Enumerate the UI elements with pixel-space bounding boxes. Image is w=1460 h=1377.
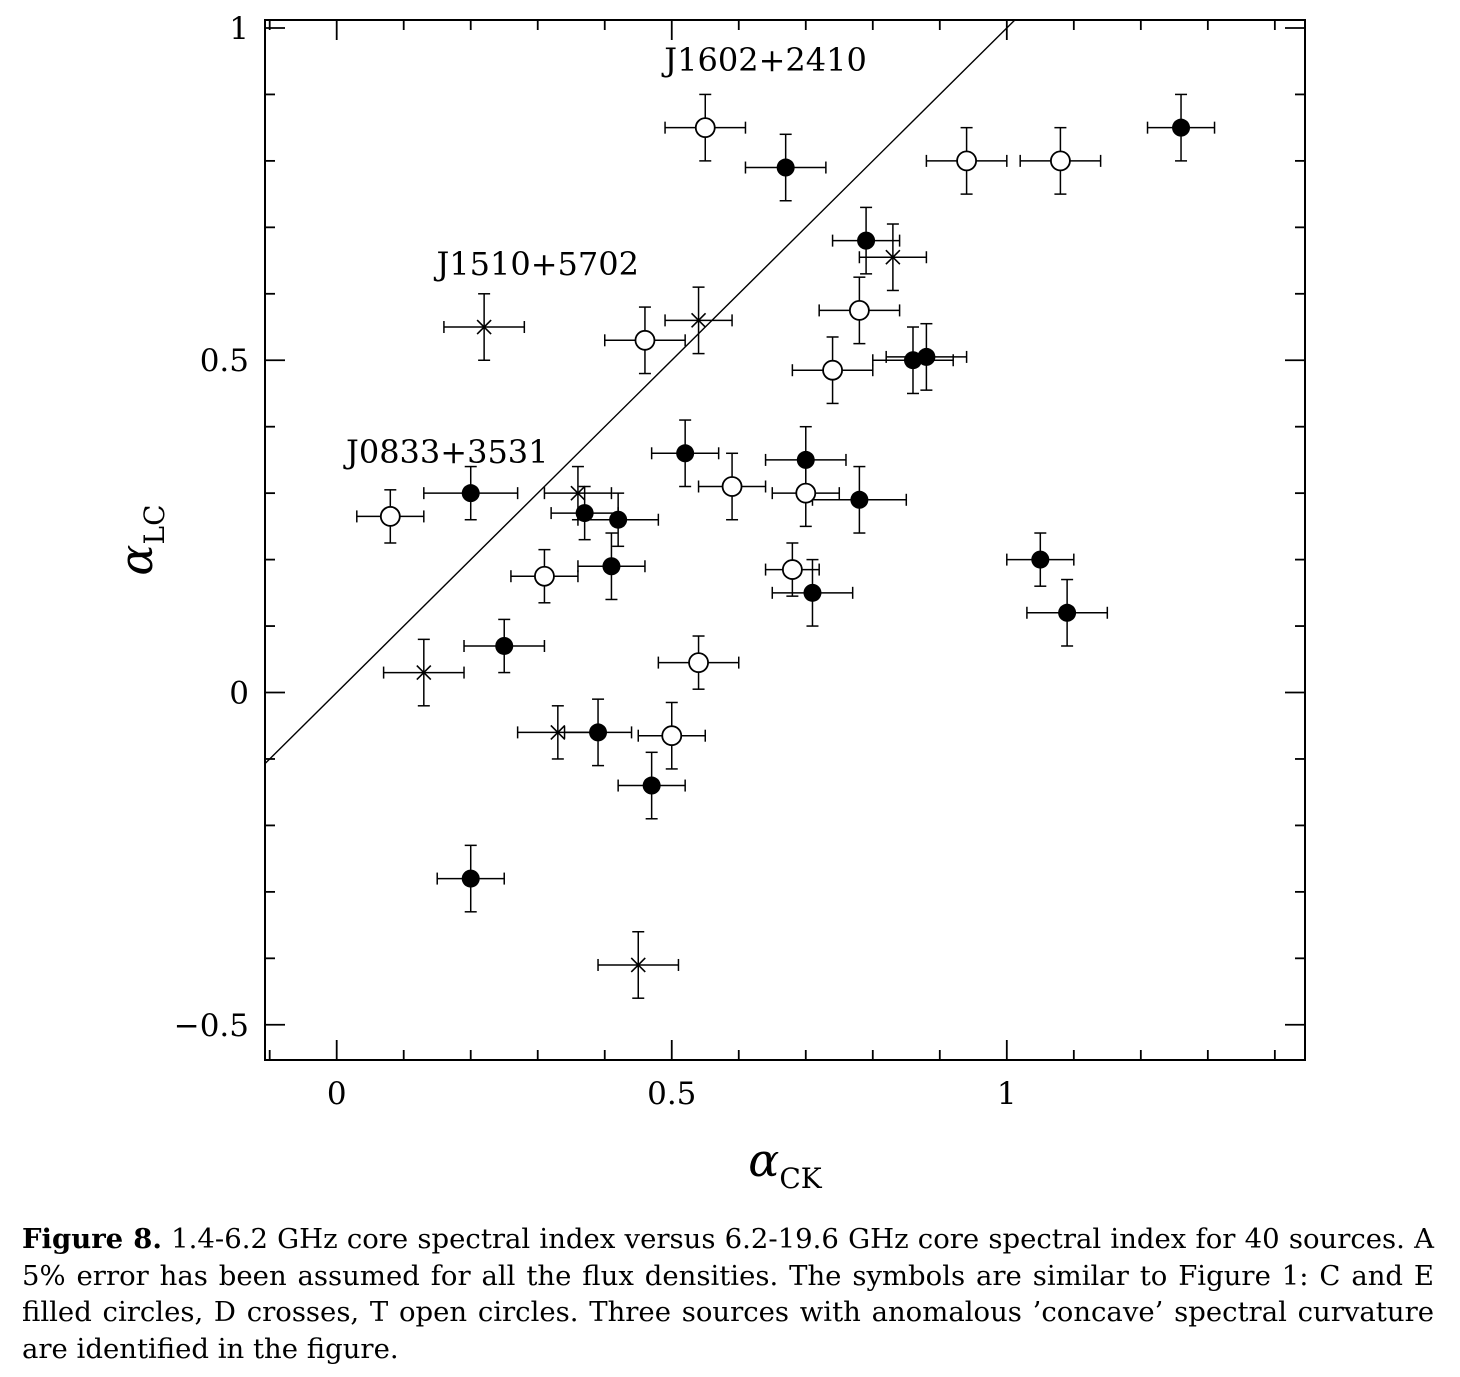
open-circle-marker — [795, 482, 817, 504]
identity-line — [264, 19, 1016, 765]
open-circle-marker — [822, 359, 843, 381]
data-point — [771, 459, 841, 528]
tick-labels: 0 0.5 1 1 0.5 0 −0.5 — [174, 11, 1017, 1112]
data-point — [664, 286, 733, 355]
open-circle-marker — [688, 652, 709, 674]
cross-marker — [570, 485, 586, 501]
open-circle-marker — [848, 300, 870, 321]
data-point — [510, 548, 579, 604]
figure-caption-label: Figure 8. — [22, 1223, 162, 1255]
open-circle-marker — [694, 117, 716, 139]
data-point — [791, 336, 874, 405]
y-tick-label: 0.5 — [200, 343, 249, 379]
y-tick-label: −0.5 — [174, 1008, 249, 1044]
axis-ticks — [265, 20, 1305, 1060]
data-point — [516, 705, 599, 760]
data-point — [1146, 93, 1216, 162]
data-point — [771, 558, 854, 627]
filled-circle-marker — [857, 231, 876, 250]
figure-caption-text: 1.4-6.2 GHz core spectral index versus 6… — [22, 1223, 1434, 1365]
data-point — [818, 276, 901, 345]
open-circle-marker — [634, 329, 656, 351]
data-point — [885, 322, 968, 391]
x-tick-label: 0 — [327, 1076, 347, 1112]
filled-circle-marker — [461, 484, 480, 503]
data-point — [872, 326, 954, 395]
data-point — [650, 419, 720, 488]
plot-frame — [264, 19, 1306, 1061]
annotation-J0833+3531: J0833+3531 — [343, 433, 549, 471]
annotation-J1602+2410: J1602+2410 — [661, 41, 867, 79]
data-point — [603, 306, 686, 375]
data-point — [597, 930, 680, 999]
data-point — [697, 452, 767, 521]
x-tick-label: 0.5 — [647, 1076, 696, 1112]
filled-circle-marker — [1172, 118, 1191, 137]
filled-circle-marker — [676, 444, 695, 463]
filled-circle-marker — [609, 510, 628, 529]
filled-circle-marker — [461, 869, 480, 888]
data-point — [764, 542, 820, 597]
data-point — [1006, 532, 1075, 587]
filled-circle-marker — [917, 347, 936, 366]
open-circle-marker — [1050, 150, 1071, 172]
data-point — [1026, 578, 1109, 647]
data-point — [858, 223, 928, 292]
open-circle-marker — [956, 150, 977, 172]
filled-circle-marker — [602, 557, 621, 576]
data-point — [664, 93, 747, 162]
cross-marker — [885, 249, 901, 265]
data-point — [657, 635, 740, 690]
annotation-J1510+5702: J1510+5702 — [433, 245, 639, 283]
data-point — [925, 126, 1008, 195]
data-point — [577, 532, 646, 601]
filled-circle-marker — [1031, 550, 1050, 569]
scatter-plot: 0 0.5 1 1 0.5 0 −0.5 αCK αLC J1602+2410 J1510+5702… — [109, 11, 1306, 1195]
series-filled-circle — [423, 93, 1216, 913]
cross-marker — [416, 665, 432, 681]
data-point — [1019, 126, 1102, 195]
series-open-circle — [356, 93, 1102, 770]
y-axis-label: αLC — [109, 504, 171, 575]
data-point — [744, 133, 827, 202]
open-circle-marker — [379, 506, 401, 527]
cross-marker — [550, 724, 566, 740]
open-circle-marker — [534, 565, 555, 587]
data-point — [436, 844, 505, 913]
data-point — [356, 489, 425, 544]
x-tick-label: 1 — [997, 1076, 1017, 1112]
data-point — [831, 206, 901, 275]
filled-circle-marker — [495, 636, 514, 655]
filled-circle-marker — [575, 504, 594, 523]
data-point — [443, 293, 526, 361]
filled-circle-marker — [1058, 603, 1077, 622]
filled-circle-marker — [803, 583, 822, 602]
data-point — [550, 485, 619, 541]
data-point — [423, 465, 519, 521]
data-point — [637, 701, 707, 770]
cross-marker — [690, 312, 707, 328]
open-circle-marker — [661, 725, 683, 747]
open-circle-marker — [781, 559, 803, 580]
series-cross — [382, 223, 928, 999]
data-point — [382, 638, 465, 707]
figure-caption: Figure 8. 1.4-6.2 GHz core spectral inde… — [22, 1221, 1434, 1367]
data-point — [463, 618, 546, 674]
data-point — [577, 492, 660, 548]
filled-circle-marker — [776, 158, 795, 177]
data-point — [811, 465, 908, 534]
x-axis-label: αCK — [748, 1133, 823, 1195]
data-point — [617, 751, 686, 820]
cross-marker — [476, 319, 492, 335]
y-tick-label: 1 — [229, 11, 249, 47]
data-point — [543, 465, 613, 521]
cross-marker — [630, 957, 646, 973]
filled-circle-marker — [642, 776, 661, 795]
filled-circle-marker — [850, 490, 869, 509]
y-tick-label: 0 — [229, 676, 249, 712]
open-circle-marker — [721, 476, 743, 497]
